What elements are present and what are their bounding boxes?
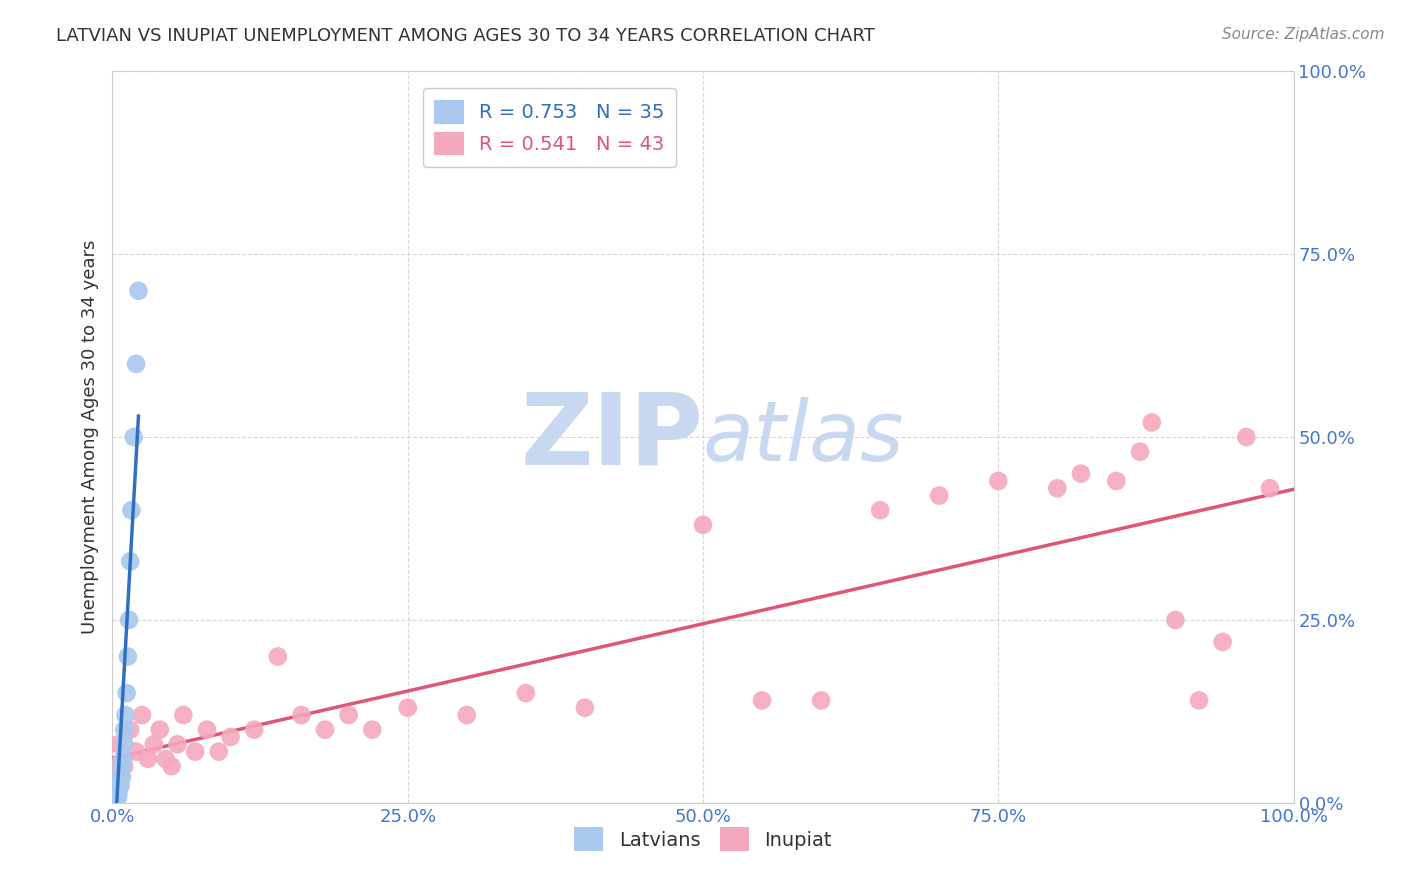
Point: [103, 796, 125, 810]
Legend: Latvians, Inupiat: Latvians, Inupiat: [567, 820, 839, 859]
Point: [290, 708, 312, 723]
Text: Source: ZipAtlas.com: Source: ZipAtlas.com: [1222, 27, 1385, 42]
Point: [208, 745, 231, 759]
Point: [1234, 430, 1257, 444]
Point: [142, 737, 165, 751]
Point: [131, 708, 153, 723]
Point: [574, 700, 596, 714]
Point: [136, 752, 159, 766]
Point: [120, 503, 142, 517]
Point: [155, 752, 177, 766]
Point: [1140, 416, 1163, 430]
Point: [108, 781, 131, 796]
Point: [104, 792, 127, 806]
Point: [692, 517, 714, 532]
Point: [105, 792, 128, 806]
Point: [105, 785, 128, 799]
Point: [110, 766, 132, 780]
Point: [219, 730, 242, 744]
Point: [1046, 481, 1069, 495]
Point: [105, 796, 128, 810]
Point: [987, 474, 1010, 488]
Point: [112, 723, 135, 737]
Point: [751, 693, 773, 707]
Point: [1070, 467, 1092, 481]
Point: [172, 708, 194, 723]
Point: [115, 686, 138, 700]
Point: [1258, 481, 1281, 495]
Point: [184, 745, 207, 759]
Point: [810, 693, 832, 707]
Point: [111, 770, 134, 784]
Point: [110, 778, 132, 792]
Point: [107, 737, 129, 751]
Point: [104, 796, 127, 810]
Point: [114, 708, 136, 723]
Point: [243, 723, 266, 737]
Point: [108, 773, 131, 788]
Point: [125, 357, 148, 371]
Point: [267, 649, 290, 664]
Y-axis label: Unemployment Among Ages 30 to 34 years: Unemployment Among Ages 30 to 34 years: [80, 240, 98, 634]
Point: [1188, 693, 1211, 707]
Point: [111, 759, 134, 773]
Point: [103, 796, 125, 810]
Point: [105, 789, 128, 803]
Point: [456, 708, 478, 723]
Point: [112, 759, 135, 773]
Text: atlas: atlas: [703, 397, 904, 477]
Point: [107, 781, 129, 796]
Point: [396, 700, 419, 714]
Point: [160, 759, 183, 773]
Point: [122, 430, 145, 444]
Text: LATVIAN VS INUPIAT UNEMPLOYMENT AMONG AGES 30 TO 34 YEARS CORRELATION CHART: LATVIAN VS INUPIAT UNEMPLOYMENT AMONG AG…: [56, 27, 875, 45]
Point: [105, 789, 128, 803]
Point: [112, 752, 135, 766]
Point: [120, 723, 142, 737]
Point: [515, 686, 537, 700]
Point: [112, 737, 135, 751]
Point: [117, 649, 139, 664]
Point: [105, 792, 128, 806]
Point: [928, 489, 950, 503]
Point: [361, 723, 384, 737]
Point: [1129, 444, 1152, 458]
Point: [104, 796, 127, 810]
Point: [118, 613, 141, 627]
Point: [120, 554, 142, 568]
Point: [1212, 635, 1234, 649]
Point: [103, 792, 125, 806]
Text: ZIP: ZIP: [520, 389, 703, 485]
Point: [337, 708, 360, 723]
Point: [127, 284, 149, 298]
Point: [1105, 474, 1128, 488]
Point: [166, 737, 188, 751]
Point: [125, 745, 148, 759]
Point: [869, 503, 891, 517]
Point: [195, 723, 218, 737]
Point: [314, 723, 336, 737]
Point: [149, 723, 172, 737]
Point: [103, 796, 125, 810]
Point: [107, 789, 129, 803]
Point: [104, 759, 127, 773]
Point: [1164, 613, 1187, 627]
Point: [105, 796, 128, 810]
Point: [103, 796, 125, 810]
